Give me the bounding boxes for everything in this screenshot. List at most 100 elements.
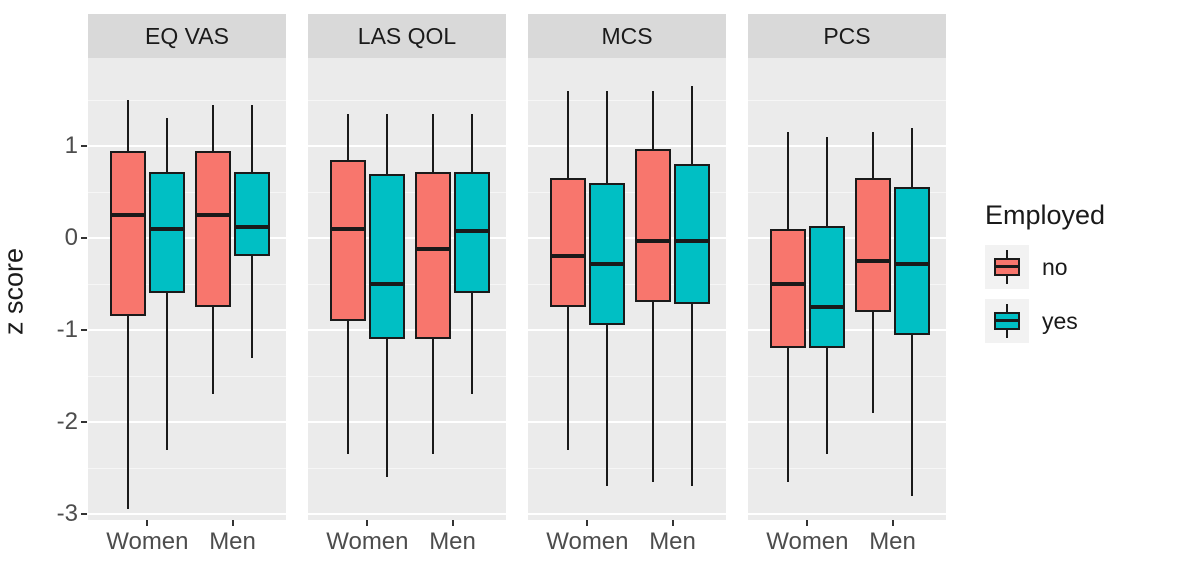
gridline-minor (308, 284, 506, 285)
boxplot-box-mcs-women-no (549, 178, 586, 307)
x-tick-label: Women (106, 528, 189, 555)
gridline-major (308, 513, 506, 515)
boxplot-median (195, 213, 232, 217)
x-tick-mark (586, 520, 589, 526)
facet-strip: MCS (528, 14, 726, 58)
gridline-major (748, 421, 946, 423)
gridline-major (88, 145, 286, 147)
boxplot-box-pcs-women-yes (808, 226, 845, 349)
gridline-minor (748, 468, 946, 469)
gridline-major (88, 329, 286, 331)
x-tick-label: Men (649, 528, 696, 555)
x-tick-mark (806, 520, 809, 526)
facet-strip-label: PCS (823, 22, 871, 49)
boxplot-median (234, 224, 271, 229)
legend-key-median (994, 319, 1020, 322)
gridline-minor (88, 376, 286, 377)
y-tick-label: -3 (56, 500, 78, 527)
x-tick-label: Men (869, 528, 916, 555)
gridline-minor (748, 284, 946, 285)
legend-entries: no yes (985, 245, 1195, 343)
x-tick-mark (671, 520, 674, 526)
gridline-major (308, 145, 506, 147)
x-tick-mark (231, 520, 234, 526)
boxplot-median (674, 238, 711, 243)
gridline-minor (528, 100, 726, 101)
legend-entry-yes: yes (985, 299, 1195, 343)
x-tick-mark (891, 520, 894, 526)
legend-key-median (994, 265, 1020, 268)
legend-entry-label: yes (1042, 307, 1078, 334)
x-tick-label: Men (429, 528, 476, 555)
x-tick-label: Women (326, 528, 409, 555)
gridline-minor (528, 284, 726, 285)
gridline-minor (528, 376, 726, 377)
boxplot-median (415, 247, 452, 252)
gridline-major (528, 329, 726, 331)
boxplot-box-eq-vas-women-no (109, 150, 146, 317)
boxplot-box-eq-vas-men-no (195, 150, 232, 307)
x-tick-mark (146, 520, 149, 526)
boxplot-box-las-qol-men-no (415, 171, 452, 340)
boxplot-box-las-qol-women-yes (368, 173, 405, 340)
y-tick-label: -1 (56, 316, 78, 343)
legend-key-boxplot-icon (985, 245, 1029, 289)
facet-panel (88, 58, 286, 520)
boxplot-median (329, 226, 366, 231)
gridline-major (528, 421, 726, 423)
boxplot-median (808, 305, 845, 309)
gridline-minor (528, 192, 726, 193)
y-tick-mark (81, 513, 87, 515)
legend-entry-no: no (985, 245, 1195, 289)
y-tick-label: 0 (64, 224, 78, 251)
facet-strip-label: MCS (601, 22, 653, 49)
y-tick-mark (81, 329, 87, 331)
legend: Employed no yes (985, 200, 1195, 353)
facet-strip: EQ VAS (88, 14, 286, 58)
legend-key-boxplot-icon (985, 299, 1029, 343)
gridline-major (528, 237, 726, 239)
gridline-minor (748, 376, 946, 377)
facet-strip-label: LAS QOL (357, 22, 457, 49)
gridline-major (308, 421, 506, 423)
boxplot-box-mcs-men-yes (674, 164, 711, 305)
y-tick-label: -2 (56, 408, 78, 435)
gridline-minor (308, 376, 506, 377)
boxplot-median (454, 228, 491, 233)
boxplot-box-pcs-men-yes (894, 187, 931, 335)
gridline-major (88, 513, 286, 515)
boxplot-median (148, 226, 185, 231)
y-axis-title: z score (0, 247, 29, 336)
facet-strip-label: EQ VAS (145, 22, 229, 49)
gridline-major (308, 237, 506, 239)
gridline-minor (528, 468, 726, 469)
boxplot-box-las-qol-women-no (329, 159, 366, 321)
x-tick-label: Men (209, 528, 256, 555)
facet-strip: PCS (748, 14, 946, 58)
gridline-major (528, 145, 726, 147)
y-tick-mark (81, 145, 87, 147)
boxplot-box-mcs-women-yes (588, 182, 625, 326)
boxplot-box-pcs-women-no (769, 228, 806, 349)
boxplot-median (368, 282, 405, 286)
gridline-minor (88, 100, 286, 101)
gridline-minor (88, 192, 286, 193)
gridline-major (748, 237, 946, 239)
y-tick-mark (81, 237, 87, 239)
gridline-minor (308, 100, 506, 101)
x-tick-mark (451, 520, 454, 526)
boxplot-median (109, 213, 146, 217)
gridline-minor (748, 192, 946, 193)
gridline-major (528, 513, 726, 515)
gridline-major (308, 329, 506, 331)
boxplot-box-eq-vas-women-yes (148, 171, 185, 294)
boxplot-median (769, 282, 806, 286)
facet-panel (528, 58, 726, 520)
facet-panel (748, 58, 946, 520)
x-tick-label: Women (766, 528, 849, 555)
gridline-minor (308, 192, 506, 193)
gridline-major (88, 421, 286, 423)
y-tick-mark (81, 421, 87, 423)
gridline-minor (88, 284, 286, 285)
